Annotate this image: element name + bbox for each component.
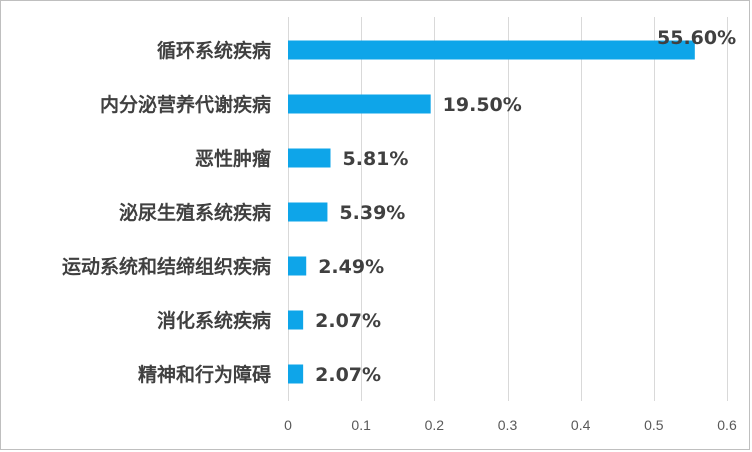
x-tick-label: 0.1	[351, 417, 371, 433]
gridlines	[288, 17, 728, 401]
data-label: 19.50%	[443, 94, 522, 116]
category-label: 内分泌营养代谢疾病	[100, 93, 271, 116]
data-label: 2.49%	[318, 256, 384, 278]
category-label: 泌尿生殖系统疾病	[119, 201, 271, 224]
x-tick-label: 0	[284, 417, 292, 433]
category-label: 循环系统疾病	[157, 39, 271, 62]
bar-1	[288, 94, 431, 114]
bar-2	[288, 148, 331, 168]
bar-5	[288, 310, 304, 330]
bars	[288, 40, 695, 384]
category-label: 精神和行为障碍	[138, 363, 271, 386]
x-tick-label: 0.2	[425, 417, 445, 433]
data-label: 5.39%	[339, 202, 405, 224]
data-labels: 55.60% 19.50% 5.81% 5.39% 2.49% 2.07% 2.07%	[315, 27, 736, 386]
bar-0	[288, 40, 695, 60]
bar-3	[288, 202, 328, 222]
category-label: 恶性肿瘤	[195, 147, 271, 170]
data-label: 2.07%	[315, 310, 381, 332]
bar-6	[288, 364, 304, 384]
x-axis-ticks: 0 0.1 0.2 0.3 0.4 0.5 0.6	[284, 417, 737, 433]
data-label: 55.60%	[657, 27, 736, 49]
x-tick-label: 0.6	[717, 417, 737, 433]
x-tick-label: 0.4	[571, 417, 591, 433]
x-tick-label: 0.5	[644, 417, 664, 433]
data-label: 5.81%	[343, 148, 409, 170]
category-label: 消化系统疾病	[157, 309, 271, 332]
data-label: 2.07%	[315, 364, 381, 386]
category-labels: 循环系统疾病内分泌营养代谢疾病恶性肿瘤泌尿生殖系统疾病运动系统和结缔组织疾病消化…	[62, 39, 271, 386]
x-tick-label: 0.3	[498, 417, 518, 433]
bar-4	[288, 256, 307, 276]
category-label: 运动系统和结缔组织疾病	[62, 255, 271, 278]
